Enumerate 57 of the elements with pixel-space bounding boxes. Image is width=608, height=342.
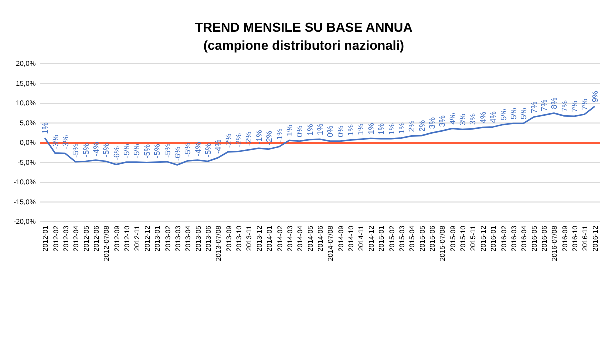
data-label: -5% (122, 144, 132, 158)
data-label: 8% (550, 98, 560, 110)
data-label: 5% (509, 108, 518, 120)
data-label: 1% (377, 123, 386, 136)
data-label: -3% (51, 135, 60, 150)
data-label: 1% (306, 124, 315, 136)
data-label: -2% (224, 134, 234, 148)
data-label: 1% (316, 124, 325, 136)
data-label: -5% (132, 144, 142, 158)
data-label: -5% (72, 144, 81, 158)
data-label: 3% (428, 118, 437, 130)
data-label: -4% (214, 140, 224, 154)
data-label: 2% (408, 120, 417, 132)
data-label: 3% (438, 116, 448, 128)
data-label: -5% (184, 142, 193, 158)
data-label: -5% (82, 143, 91, 158)
data-label: -5% (142, 144, 152, 159)
data-label: -4% (92, 142, 101, 156)
data-label: 1% (356, 124, 366, 136)
chart-title: TREND MENSILE SU BASE ANNUA (195, 20, 414, 35)
data-label: 3% (458, 114, 468, 126)
data-label: 0% (326, 126, 336, 138)
data-label: 5% (499, 109, 508, 121)
data-label: 5% (520, 108, 529, 120)
data-label: 7% (530, 102, 539, 114)
data-label: 2% (418, 120, 427, 132)
data-label: -2% (244, 132, 254, 146)
data-label: 7% (570, 100, 580, 113)
data-label: 1% (346, 124, 356, 136)
data-label: -2% (234, 133, 244, 148)
data-label: 7% (560, 100, 570, 112)
data-label: -6% (112, 146, 122, 161)
data-label: 9% (590, 91, 600, 103)
data-label: 3% (468, 114, 478, 126)
data-label: -5% (102, 143, 112, 158)
data-label: 1% (41, 122, 50, 134)
data-label: -5% (163, 144, 172, 158)
data-label: -5% (204, 143, 213, 158)
data-label: 1% (366, 123, 376, 135)
data-label: -3% (61, 135, 70, 150)
data-label: -1% (275, 128, 284, 143)
data-label: -6% (173, 146, 182, 162)
data-label: 7% (580, 98, 590, 111)
data-label: 1% (387, 123, 396, 136)
data-label: -4% (194, 142, 203, 156)
data-label: 4% (489, 112, 498, 124)
data-label: -2% (265, 131, 274, 146)
data-label: 0% (336, 126, 346, 138)
data-label: 4% (478, 112, 488, 124)
data-label: 1% (285, 125, 294, 137)
data-label: 0% (296, 126, 305, 138)
chart-subtitle: (campione distributori nazionali) (204, 38, 404, 53)
data-label: 7% (540, 100, 549, 112)
data-label: -5% (153, 144, 162, 158)
data-label: -1% (254, 130, 264, 145)
data-label: 4% (448, 113, 458, 125)
data-label: 1% (397, 122, 406, 134)
